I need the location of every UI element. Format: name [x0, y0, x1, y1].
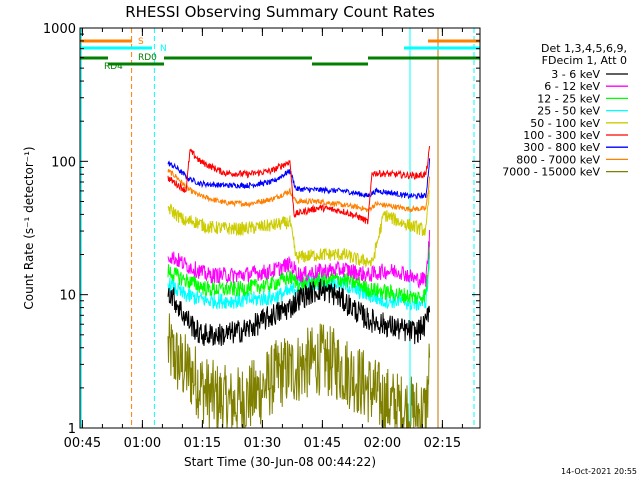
series-line-2	[167, 241, 431, 304]
flag-label-rd0: RD0	[138, 53, 157, 63]
legend-label-1: 6 - 12 keV	[544, 80, 600, 93]
x-tick-label-4: 01:45	[304, 436, 341, 451]
y-tick-label-1: 10	[59, 289, 76, 304]
flag-label-s: S	[138, 37, 144, 47]
x-tick-label-5: 02:00	[364, 436, 401, 451]
series-line-0	[167, 278, 431, 347]
series-line-4	[167, 190, 431, 268]
series-line-6	[167, 158, 431, 200]
x-tick-label-6: 02:15	[424, 436, 461, 451]
legend-header-1: Det 1,3,4,5,6,9,	[541, 42, 627, 55]
x-tick-label-3: 01:30	[244, 436, 281, 451]
legend-label-6: 300 - 800 keV	[523, 141, 600, 154]
series-line-7	[167, 169, 431, 213]
legend-label-2: 12 - 25 keV	[537, 92, 600, 105]
legend-header-2: FDecim 1, Att 0	[542, 54, 627, 67]
legend-label-3: 25 - 50 keV	[537, 105, 600, 118]
flag-label-rd4: RD4	[104, 62, 123, 72]
y-tick-label-0: 1	[68, 422, 76, 437]
flag-label-n: N	[160, 44, 167, 54]
series-line-8	[167, 313, 431, 428]
footer-date: 14-Oct-2021 20:55	[561, 467, 637, 476]
legend: Det 1,3,4,5,6,9, FDecim 1, Att 0 3 - 6 k…	[502, 42, 628, 179]
legend-label-5: 100 - 300 keV	[523, 129, 600, 142]
axes: 1 10 100 1000 00:45 01:00 01:15 01:30 01:45 02:00…	[43, 22, 481, 451]
series-line-3	[167, 252, 431, 311]
series-line-1	[167, 229, 431, 289]
x-tick-label-0: 00:45	[64, 436, 101, 451]
legend-label-8: 7000 - 15000 keV	[502, 166, 600, 179]
y-tick-label-2: 100	[51, 155, 76, 170]
legend-label-4: 50 - 100 keV	[530, 117, 600, 130]
legend-label-0: 3 - 6 keV	[551, 68, 600, 81]
chart-title: RHESSI Observing Summary Count Rates	[125, 3, 435, 21]
x-tick-label-2: 01:15	[184, 436, 221, 451]
y-tick-label-3: 1000	[43, 22, 76, 37]
series-line-5	[167, 146, 431, 225]
x-axis-label: Start Time (30-Jun-08 00:44:22)	[184, 455, 376, 469]
x-tick-label-1: 01:00	[124, 436, 161, 451]
legend-label-7: 800 - 7000 keV	[516, 153, 600, 166]
plot-frame	[79, 27, 481, 429]
y-axis-label: Count Rate (s⁻¹ detector⁻¹)	[22, 146, 36, 309]
